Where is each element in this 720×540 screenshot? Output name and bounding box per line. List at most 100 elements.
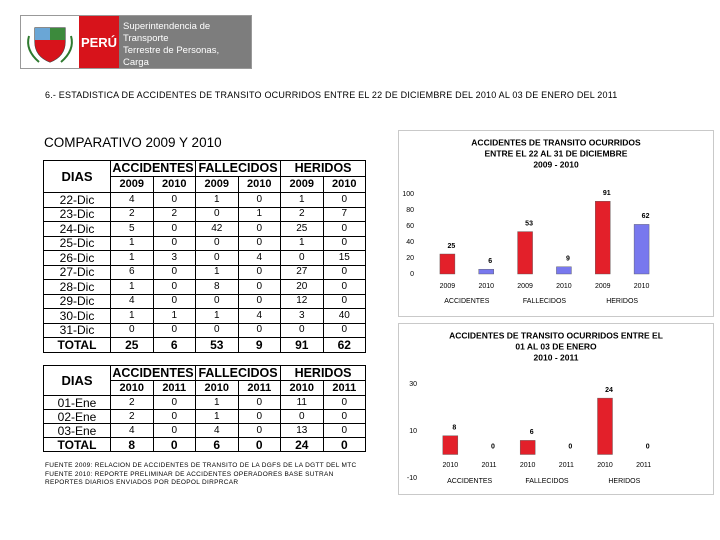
cell: 0 (322, 264, 367, 280)
bar (478, 268, 494, 275)
x-tick-label: 2010 (634, 283, 650, 290)
cell: 0 (152, 293, 197, 309)
x-tick-label: 2010 (556, 283, 572, 290)
cell: 0 (195, 293, 239, 309)
cell: 25 (110, 337, 154, 353)
cell: 0 (280, 250, 324, 266)
chart-title: 01 AL 03 DE ENERO (515, 341, 597, 351)
row-label: 27-Dic (43, 264, 111, 280)
cell: 0 (322, 423, 367, 438)
cell: 0 (152, 409, 197, 424)
cell: 1 (195, 308, 239, 324)
cell: 1 (195, 192, 239, 208)
cell: 0 (237, 437, 282, 452)
year-row: 2009 2010 2009 2010 2009 2010 (44, 176, 367, 193)
value-label: 53 (525, 220, 533, 227)
cell: 7 (322, 206, 367, 222)
x-tick-label: 2010 (478, 283, 494, 290)
cell: 0 (237, 264, 282, 280)
cell: 2 (110, 409, 154, 424)
cell: 27 (280, 264, 324, 280)
value-label: 8 (452, 425, 456, 432)
cell: 1 (110, 279, 154, 295)
footnote-line: FUENTE 2009: RELACION DE ACCIDENTES DE T… (45, 462, 357, 469)
cell: 0 (152, 279, 197, 295)
row-label: 26-Dic (43, 250, 111, 266)
footnote-line: REPORTES DIARIOS ENVIADOS POR DEOPOL DIR… (45, 479, 239, 486)
total-row: TOTAL 8 0 6 0 24 0 (43, 437, 367, 452)
data-row: 25-Dic 1 0 0 0 1 0 (43, 235, 367, 251)
data-row: 28-Dic 1 0 8 0 20 0 (43, 279, 367, 295)
x-tick-label: 2011 (636, 462, 651, 469)
data-row: 01-Ene 2 0 1 0 11 0 (43, 395, 367, 410)
year-header: 2011 (152, 380, 197, 396)
cell: 2 (280, 206, 324, 222)
cell: 0 (195, 206, 239, 222)
cell: 4 (110, 293, 154, 309)
y-tick-label: 80 (406, 207, 414, 214)
row-label: 23-Dic (43, 206, 111, 222)
bar (517, 231, 533, 275)
page-title: 6.- ESTADISTICA DE ACCIDENTES DE TRANSIT… (45, 90, 618, 100)
cell: 1 (280, 235, 324, 251)
x-tick-label: 2009 (595, 283, 611, 290)
row-label: TOTAL (43, 337, 111, 353)
cell: 0 (237, 192, 282, 208)
chart-title: 2009 - 2010 (533, 159, 579, 169)
cell: 1 (110, 250, 154, 266)
cell: 1 (195, 264, 239, 280)
cell: 1 (110, 235, 154, 251)
cell: 4 (110, 192, 154, 208)
cell: 2 (110, 206, 154, 222)
column-header: FALLECIDOS (195, 160, 282, 177)
row-label: 01-Ene (43, 395, 111, 410)
cell: 40 (322, 308, 367, 324)
cell: 0 (237, 322, 282, 338)
x-tick-label: 2010 (520, 462, 536, 469)
cell: 0 (152, 192, 197, 208)
cell: 0 (152, 423, 197, 438)
group-label: HERIDOS (606, 298, 638, 305)
data-row: 23-Dic 2 2 0 1 2 7 (43, 206, 367, 222)
year-header: 2010 (237, 176, 282, 193)
data-row: 31-Dic 0 0 0 0 0 0 (43, 322, 367, 338)
header-row: DIAS ACCIDENTES FALLECIDOS HERIDOS (43, 365, 367, 396)
cell: 0 (322, 322, 367, 338)
cell: 25 (280, 221, 324, 237)
row-label: 30-Dic (43, 308, 111, 324)
cell: 0 (110, 322, 154, 338)
cell: 0 (280, 409, 324, 424)
value-label: 24 (605, 387, 613, 394)
cell: 4 (237, 250, 282, 266)
cell: 1 (195, 395, 239, 410)
row-label: 29-Dic (43, 293, 111, 309)
bar (442, 435, 459, 455)
cell: 0 (237, 423, 282, 438)
chart-title: ACCIDENTES DE TRANSITO OCURRIDOS ENTRE E… (449, 330, 663, 340)
bar (595, 200, 611, 275)
cell: 3 (152, 250, 197, 266)
cell: 62 (322, 337, 367, 353)
column-header: HERIDOS (280, 160, 367, 177)
row-label: TOTAL (43, 437, 111, 452)
cell: 0 (322, 279, 367, 295)
y-tick-label: -10 (407, 475, 417, 482)
value-label: 25 (448, 243, 456, 250)
header-row: DIAS ACCIDENTES FALLECIDOS HERIDOS (43, 160, 367, 193)
bar (633, 224, 650, 275)
cell: 1 (280, 192, 324, 208)
row-label: 24-Dic (43, 221, 111, 237)
cell: 0 (237, 235, 282, 251)
y-tick-label: 30 (409, 381, 417, 388)
section-heading: COMPARATIVO 2009 Y 2010 (44, 135, 222, 150)
column-header: DIAS (43, 365, 111, 396)
total-row: TOTAL 25 6 53 9 91 62 (43, 337, 367, 353)
x-tick-label: 2011 (559, 462, 574, 469)
group-label: FALLECIDOS (523, 298, 567, 305)
year-header: 2009 (280, 176, 324, 193)
cell: 9 (237, 337, 282, 353)
agency-line: Superintendencia de Transporte (123, 21, 211, 44)
cell: 4 (195, 423, 239, 438)
cell: 4 (110, 423, 154, 438)
